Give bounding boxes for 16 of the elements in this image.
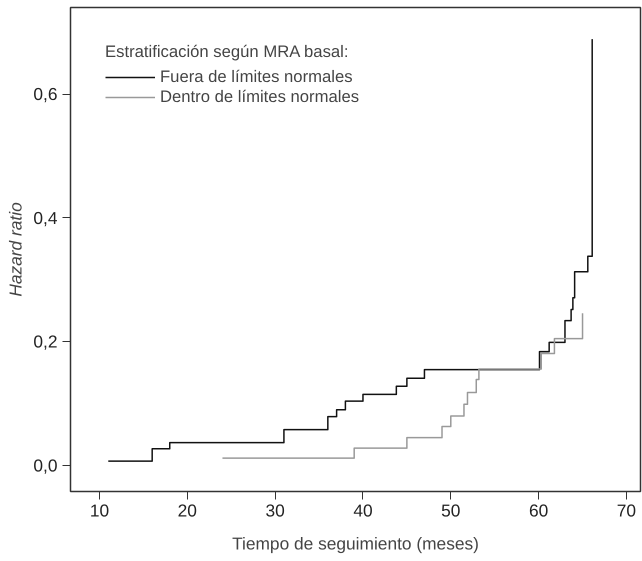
y-tick-label: 0,6 xyxy=(33,84,58,104)
x-tick-label: 50 xyxy=(441,500,460,520)
x-tick-label: 30 xyxy=(266,500,285,520)
legend-label: Fuera de límites normales xyxy=(160,67,353,87)
y-tick-label: 0,2 xyxy=(33,332,58,352)
x-tick-label: 20 xyxy=(178,500,197,520)
x-tick-label: 60 xyxy=(528,500,548,520)
x-tick-label: 40 xyxy=(353,500,373,520)
y-axis-title: Hazard ratio xyxy=(5,202,26,297)
x-tick-label: 10 xyxy=(90,500,110,520)
legend-title: Estratificación según MRA basal: xyxy=(105,42,350,62)
x-axis-title: Tiempo de seguimiento (meses) xyxy=(232,534,479,554)
y-tick-label: 0,0 xyxy=(33,456,58,476)
x-tick-label: 70 xyxy=(616,500,636,520)
legend-label: Dentro de límites normales xyxy=(160,87,360,107)
y-tick-label: 0,4 xyxy=(33,208,58,228)
